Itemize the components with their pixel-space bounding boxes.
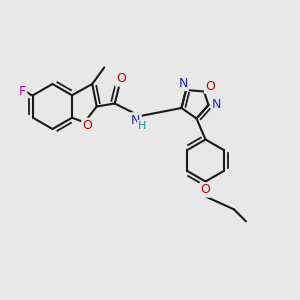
Text: O: O — [116, 72, 126, 86]
Text: O: O — [82, 119, 92, 132]
Text: H: H — [138, 121, 146, 131]
Text: N: N — [178, 77, 188, 90]
Text: N: N — [212, 98, 222, 112]
Text: N: N — [131, 113, 140, 127]
Text: O: O — [205, 80, 215, 93]
Text: F: F — [19, 85, 26, 98]
Text: O: O — [201, 183, 210, 196]
